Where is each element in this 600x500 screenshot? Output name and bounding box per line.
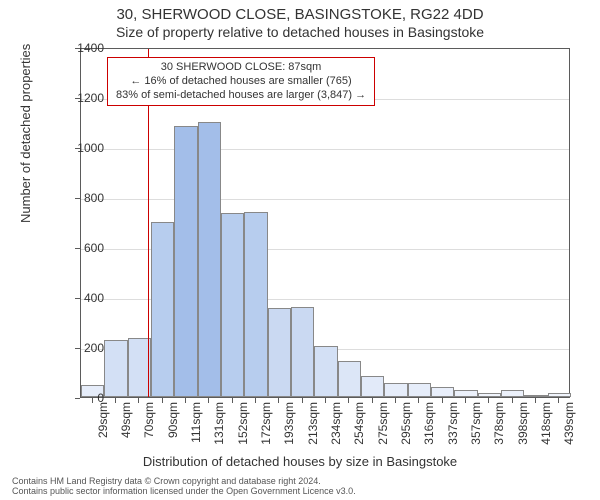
histogram-bar <box>548 393 571 397</box>
copyright-line-2: Contains public sector information licen… <box>12 486 356 496</box>
xtick-label: 49sqm <box>119 402 133 438</box>
xtick-label: 418sqm <box>539 402 553 445</box>
xtick-label: 90sqm <box>166 402 180 438</box>
gridline <box>81 149 569 150</box>
xtick-label: 29sqm <box>96 402 110 438</box>
xtick-label: 70sqm <box>142 402 156 438</box>
xtick-label: 337sqm <box>446 402 460 445</box>
xtick-label: 439sqm <box>562 402 576 445</box>
page-address-title: 30, SHERWOOD CLOSE, BASINGSTOKE, RG22 4D… <box>0 6 600 23</box>
histogram-bar <box>338 361 361 397</box>
ytick-label: 1200 <box>44 91 104 105</box>
ytick-label: 800 <box>44 191 104 205</box>
histogram-bar <box>431 387 454 397</box>
histogram-bar <box>291 307 314 397</box>
x-axis-caption: Distribution of detached houses by size … <box>0 454 600 469</box>
histogram-bar <box>198 122 221 397</box>
xtick-label: 275sqm <box>376 402 390 445</box>
annotation-line-2: ← 16% of detached houses are smaller (76… <box>116 75 366 89</box>
histogram-bar <box>454 390 477 398</box>
histogram-bar <box>524 395 547 398</box>
annotation-line-3: 83% of semi-detached houses are larger (… <box>116 89 366 103</box>
histogram-bar <box>151 222 174 397</box>
ytick-label: 1000 <box>44 141 104 155</box>
page-subtitle: Size of property relative to detached ho… <box>0 24 600 40</box>
copyright-notice: Contains HM Land Registry data © Crown c… <box>12 476 356 497</box>
x-axis-labels: 29sqm 49sqm 70sqm 90sqm 111sqm 131sqm 152sqm 17… <box>80 402 570 452</box>
histogram-bar <box>174 126 197 397</box>
histogram-bar <box>268 308 291 397</box>
xtick-label: 234sqm <box>329 402 343 445</box>
gridline <box>81 199 569 200</box>
chart-container: 30, SHERWOOD CLOSE, BASINGSTOKE, RG22 4D… <box>0 0 600 500</box>
xtick-label: 111sqm <box>189 402 203 443</box>
xtick-label: 357sqm <box>469 402 483 445</box>
histogram-bar <box>104 340 127 398</box>
xtick-label: 193sqm <box>282 402 296 445</box>
histogram-plot: 30 SHERWOOD CLOSE: 87sqm← 16% of detache… <box>80 48 570 398</box>
histogram-bar <box>361 376 384 397</box>
xtick-label: 254sqm <box>352 402 366 445</box>
annotation-box: 30 SHERWOOD CLOSE: 87sqm← 16% of detache… <box>107 57 375 106</box>
xtick-label: 398sqm <box>516 402 530 445</box>
xtick-label: 152sqm <box>236 402 250 445</box>
ytick-label: 400 <box>44 291 104 305</box>
ytick-label: 200 <box>44 341 104 355</box>
y-axis-label: Number of detached properties <box>18 44 33 223</box>
annotation-line-1: 30 SHERWOOD CLOSE: 87sqm <box>116 61 366 75</box>
ytick-label: 600 <box>44 241 104 255</box>
plot-area: 30 SHERWOOD CLOSE: 87sqm← 16% of detache… <box>80 48 570 398</box>
xtick-label: 378sqm <box>492 402 506 445</box>
ytick-label: 0 <box>44 391 104 405</box>
xtick-label: 295sqm <box>399 402 413 445</box>
histogram-bar <box>478 393 501 397</box>
xtick-label: 213sqm <box>306 402 320 445</box>
histogram-bar <box>314 346 337 397</box>
ytick-label: 1400 <box>44 41 104 55</box>
histogram-bar <box>501 390 524 398</box>
histogram-bar <box>244 212 267 397</box>
xtick-label: 131sqm <box>212 402 226 445</box>
xtick-label: 316sqm <box>422 402 436 445</box>
histogram-bar <box>408 383 431 397</box>
xtick-label: 172sqm <box>259 402 273 445</box>
histogram-bar <box>221 213 244 397</box>
copyright-line-1: Contains HM Land Registry data © Crown c… <box>12 476 356 486</box>
histogram-bar <box>384 383 407 397</box>
